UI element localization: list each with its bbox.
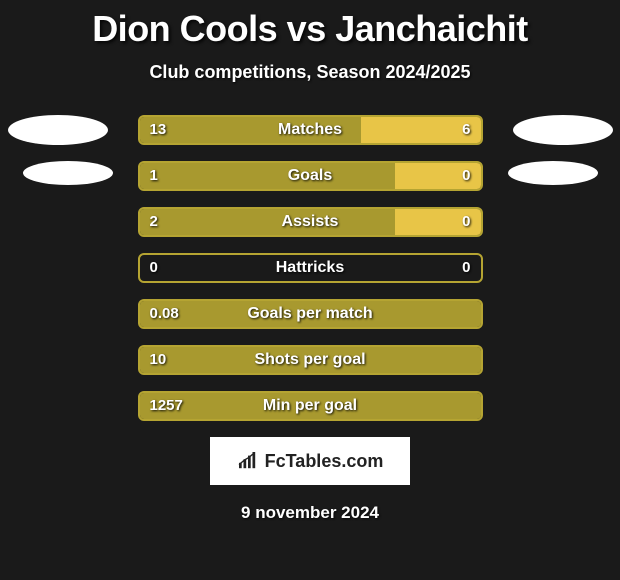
page-title: Dion Cools vs Janchaichit bbox=[0, 0, 620, 50]
stat-label: Goals per match bbox=[140, 301, 481, 327]
stat-label: Shots per goal bbox=[140, 347, 481, 373]
stat-row: 0 Hattricks 0 bbox=[138, 253, 483, 283]
date-text: 9 november 2024 bbox=[0, 503, 620, 523]
stat-row: 1 Goals 0 bbox=[138, 161, 483, 191]
brand-text: FcTables.com bbox=[265, 451, 384, 472]
player-left-avatar bbox=[8, 115, 108, 145]
player-right-avatar-2 bbox=[508, 161, 598, 185]
chart-icon bbox=[237, 452, 259, 470]
stat-value-right: 0 bbox=[462, 209, 470, 235]
stat-label: Assists bbox=[140, 209, 481, 235]
stats-container: 13 Matches 6 1 Goals 0 2 Assists 0 0 Hat… bbox=[138, 115, 483, 421]
stat-value-right: 0 bbox=[462, 255, 470, 281]
stat-row: 10 Shots per goal bbox=[138, 345, 483, 375]
stat-value-right: 6 bbox=[462, 117, 470, 143]
stat-label: Goals bbox=[140, 163, 481, 189]
player-right-avatar bbox=[513, 115, 613, 145]
stat-value-right: 0 bbox=[462, 163, 470, 189]
stat-row: 1257 Min per goal bbox=[138, 391, 483, 421]
player-left-avatar-2 bbox=[23, 161, 113, 185]
stat-row: 13 Matches 6 bbox=[138, 115, 483, 145]
stat-row: 2 Assists 0 bbox=[138, 207, 483, 237]
subtitle: Club competitions, Season 2024/2025 bbox=[0, 62, 620, 83]
stat-label: Min per goal bbox=[140, 393, 481, 419]
stat-label: Matches bbox=[140, 117, 481, 143]
stat-row: 0.08 Goals per match bbox=[138, 299, 483, 329]
brand-box[interactable]: FcTables.com bbox=[210, 437, 410, 485]
stat-label: Hattricks bbox=[140, 255, 481, 281]
